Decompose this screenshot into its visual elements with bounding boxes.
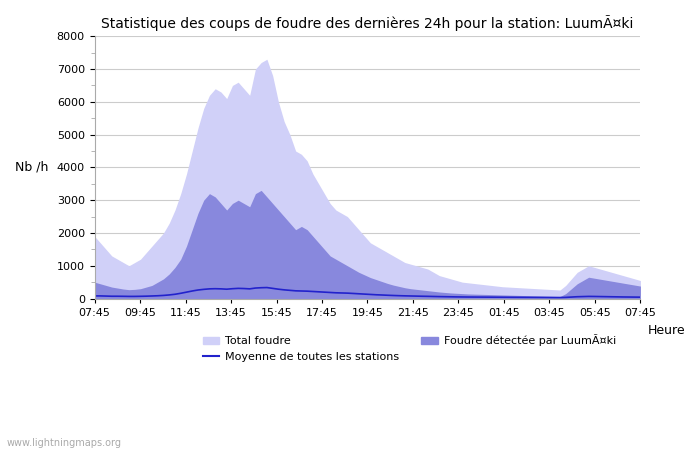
Text: www.lightningmaps.org: www.lightningmaps.org xyxy=(7,438,122,448)
Legend: Total foudre, Moyenne de toutes les stations, Foudre détectée par LuumÃ¤ki: Total foudre, Moyenne de toutes les stat… xyxy=(198,330,620,366)
Y-axis label: Nb /h: Nb /h xyxy=(15,161,48,174)
Title: Statistique des coups de foudre des dernières 24h pour la station: LuumÃ¤ki: Statistique des coups de foudre des dern… xyxy=(102,15,634,31)
Text: Heure: Heure xyxy=(648,324,685,337)
